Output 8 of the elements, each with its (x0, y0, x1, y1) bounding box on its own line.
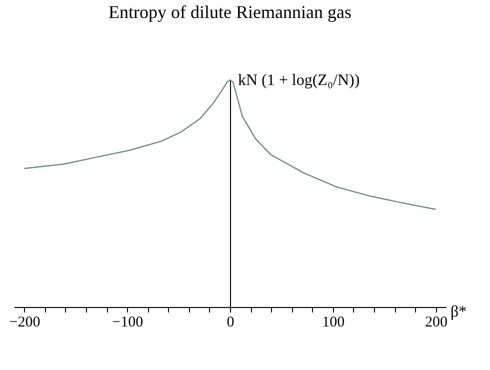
x-tick-label: 200 (424, 314, 448, 330)
x-tick-label: −200 (9, 314, 40, 330)
x-tick-label: 100 (322, 314, 345, 330)
annotation: kN (1 + log(Z₀/N)) (238, 72, 360, 89)
x-axis-title: β* (450, 304, 467, 320)
chart-title: Entropy of dilute Riemannian gas (108, 2, 352, 22)
x-tick-label: −100 (112, 314, 144, 330)
x-tick-label: 0 (226, 314, 234, 330)
